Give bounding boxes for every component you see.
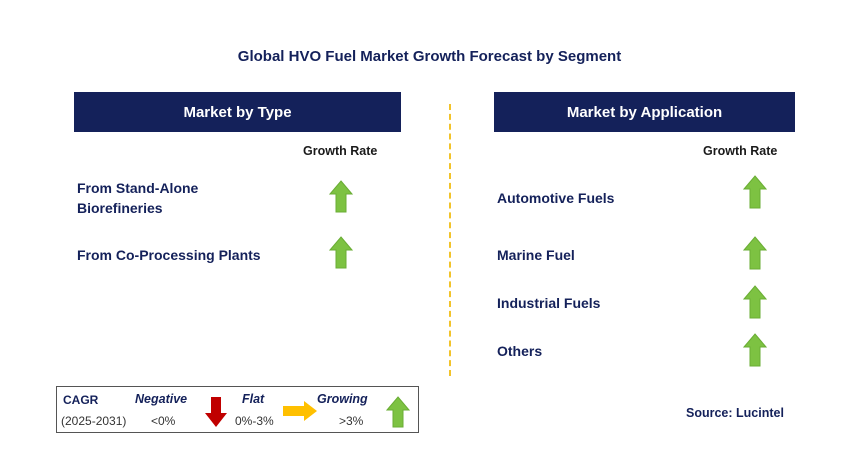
market-by-application-header: Market by Application (494, 92, 795, 132)
legend-period: (2025-2031) (61, 414, 127, 428)
legend-growing-label: Growing (317, 392, 368, 406)
type-growth-rate-label: Growth Rate (303, 144, 378, 158)
application-item-others: Others (497, 343, 543, 359)
up-arrow-icon (743, 285, 767, 319)
up-arrow-icon (329, 180, 353, 213)
legend-negative-range: <0% (151, 414, 176, 428)
legend-cagr-label: CAGR (63, 393, 99, 407)
chart-title: Global HVO Fuel Market Growth Forecast b… (237, 48, 622, 65)
type-item-coprocessing: From Co-Processing Plants (77, 245, 261, 265)
right-arrow-icon (282, 401, 318, 426)
type-item-label-line1: From Stand-Alone (77, 180, 199, 196)
legend-flat-label: Flat (242, 392, 265, 406)
application-growth-rate-label: Growth Rate (703, 144, 778, 158)
market-by-type-header: Market by Type (74, 92, 401, 132)
type-item-label-line2: Biorefineries (77, 200, 163, 216)
cagr-legend: CAGR (2025-2031) Negative <0% Flat 0%-3%… (56, 386, 419, 433)
up-arrow-icon (743, 175, 767, 209)
source-label: Source: Lucintel (686, 406, 784, 420)
legend-growing-range: >3% (339, 414, 364, 428)
type-item-standalone: From Stand-Alone Biorefineries (77, 178, 198, 218)
type-item-label-line1: From Co-Processing Plants (77, 247, 261, 263)
application-item-industrial: Industrial Fuels (497, 295, 601, 311)
application-item-automotive: Automotive Fuels (497, 190, 615, 206)
up-arrow-icon (329, 236, 353, 269)
up-arrow-icon (743, 236, 767, 270)
legend-flat-range: 0%-3% (235, 414, 274, 428)
up-arrow-icon (385, 396, 411, 433)
application-item-marine: Marine Fuel (497, 247, 575, 263)
up-arrow-icon (743, 333, 767, 367)
legend-negative-label: Negative (135, 392, 188, 406)
down-arrow-icon (204, 396, 228, 433)
panel-divider (449, 104, 451, 376)
